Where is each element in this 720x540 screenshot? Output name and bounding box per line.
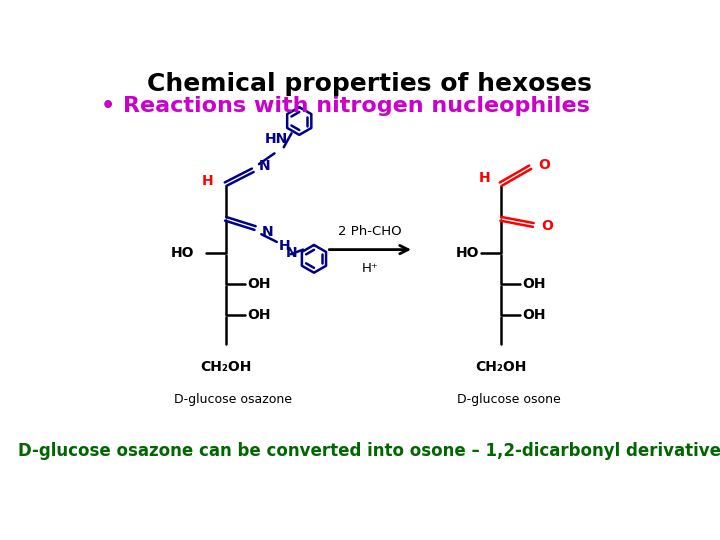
Text: CH₂OH: CH₂OH bbox=[475, 360, 526, 374]
Text: 2 Ph-CHO: 2 Ph-CHO bbox=[338, 225, 402, 238]
Text: HO: HO bbox=[456, 246, 479, 260]
Text: Chemical properties of hexoses: Chemical properties of hexoses bbox=[147, 72, 591, 96]
Text: N: N bbox=[286, 246, 297, 260]
Text: D-glucose osazone: D-glucose osazone bbox=[174, 393, 292, 406]
Text: OH: OH bbox=[248, 277, 271, 291]
Text: H: H bbox=[279, 239, 290, 253]
Text: • Reactions with nitrogen nucleophiles: • Reactions with nitrogen nucleophiles bbox=[102, 96, 590, 116]
Text: H: H bbox=[478, 171, 490, 185]
Text: HN: HN bbox=[264, 132, 287, 146]
Text: H: H bbox=[202, 174, 213, 188]
Text: N: N bbox=[259, 159, 271, 173]
Text: O: O bbox=[538, 158, 550, 172]
Text: D-glucose osone: D-glucose osone bbox=[456, 393, 560, 406]
Text: D-glucose osazone can be converted into osone – 1,2-dicarbonyl derivative: D-glucose osazone can be converted into … bbox=[17, 442, 720, 460]
Text: OH: OH bbox=[523, 277, 546, 291]
Text: CH₂OH: CH₂OH bbox=[200, 360, 251, 374]
Text: OH: OH bbox=[523, 308, 546, 322]
Text: OH: OH bbox=[248, 308, 271, 322]
Text: HO: HO bbox=[171, 246, 194, 260]
Text: N: N bbox=[261, 225, 273, 239]
Text: O: O bbox=[541, 219, 553, 233]
Text: H⁺: H⁺ bbox=[361, 262, 379, 275]
